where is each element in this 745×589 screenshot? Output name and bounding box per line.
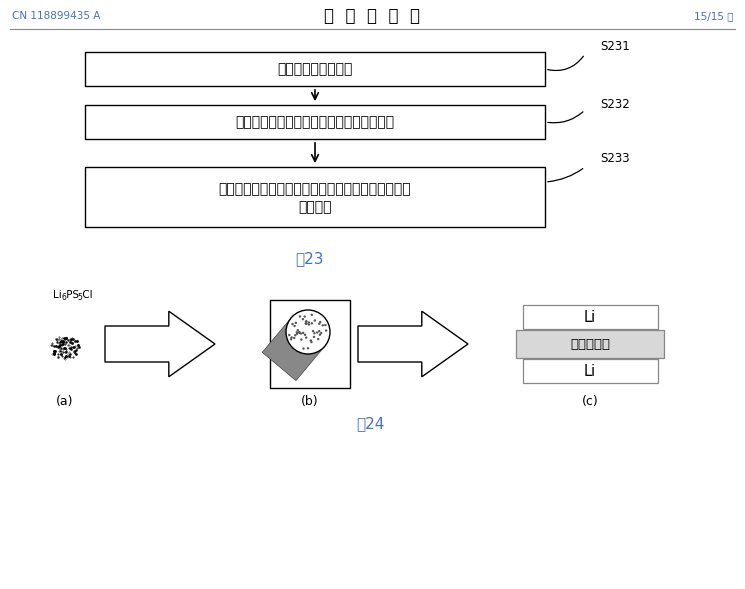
Bar: [270, 300, 350, 388]
Text: PS: PS: [63, 290, 79, 300]
Circle shape: [291, 323, 294, 325]
Circle shape: [307, 347, 309, 349]
Circle shape: [311, 322, 313, 325]
Text: 固态电解质: 固态电解质: [570, 337, 610, 350]
Text: S231: S231: [600, 41, 630, 54]
Circle shape: [310, 339, 312, 342]
Circle shape: [319, 321, 321, 323]
Circle shape: [313, 332, 316, 335]
Bar: [522, 305, 658, 329]
Text: 形成掺杂硫化物材料: 形成掺杂硫化物材料: [277, 62, 352, 76]
Text: 5: 5: [77, 293, 82, 302]
Circle shape: [314, 319, 316, 322]
Circle shape: [298, 331, 300, 333]
Circle shape: [305, 322, 307, 325]
Circle shape: [290, 338, 292, 340]
Text: Li: Li: [584, 363, 596, 379]
Text: S233: S233: [600, 153, 630, 166]
Circle shape: [288, 334, 291, 336]
Text: (c): (c): [582, 395, 598, 408]
Circle shape: [295, 322, 297, 324]
Circle shape: [325, 329, 327, 332]
Text: CN 118899435 A: CN 118899435 A: [12, 11, 101, 21]
Circle shape: [294, 325, 296, 327]
Circle shape: [317, 338, 320, 340]
Text: (a): (a): [57, 395, 74, 408]
Circle shape: [303, 315, 306, 317]
Text: 图24: 图24: [356, 416, 384, 432]
Circle shape: [316, 332, 318, 334]
Polygon shape: [105, 311, 215, 377]
Circle shape: [304, 333, 306, 336]
Circle shape: [296, 333, 298, 335]
Circle shape: [302, 332, 305, 334]
Circle shape: [302, 348, 305, 350]
Circle shape: [320, 332, 323, 334]
Text: Li: Li: [584, 309, 596, 325]
Bar: [516, 330, 664, 358]
Circle shape: [313, 336, 315, 338]
Text: 离子电池: 离子电池: [298, 200, 332, 214]
Circle shape: [299, 332, 302, 335]
Circle shape: [305, 336, 308, 339]
Circle shape: [308, 321, 310, 324]
Circle shape: [286, 310, 330, 354]
Circle shape: [305, 322, 308, 325]
Circle shape: [296, 331, 298, 333]
Text: (b): (b): [301, 395, 319, 408]
Circle shape: [318, 330, 320, 332]
Bar: [85, 52, 545, 86]
Circle shape: [300, 339, 302, 341]
Circle shape: [312, 330, 314, 332]
Circle shape: [319, 333, 321, 336]
Circle shape: [297, 329, 299, 332]
Text: 利用掺杂硫化物材料形成硫化物固态电解质: 利用掺杂硫化物材料形成硫化物固态电解质: [235, 115, 395, 129]
Circle shape: [298, 332, 301, 334]
Bar: [85, 105, 545, 139]
Text: 说  明  书  附  图: 说 明 书 附 图: [324, 7, 420, 25]
Circle shape: [324, 324, 326, 326]
Text: Li: Li: [53, 290, 62, 300]
Circle shape: [293, 337, 296, 339]
Text: 6: 6: [61, 293, 66, 302]
Circle shape: [308, 323, 310, 326]
Circle shape: [294, 334, 297, 336]
Polygon shape: [358, 311, 468, 377]
Circle shape: [318, 323, 320, 325]
Text: 组装金属锂负极、硫化物固态电解质和正极，得到锂: 组装金属锂负极、硫化物固态电解质和正极，得到锂: [219, 182, 411, 196]
Circle shape: [291, 336, 293, 339]
Circle shape: [305, 320, 307, 323]
Text: Cl: Cl: [79, 290, 92, 300]
Text: 图23: 图23: [296, 252, 324, 266]
Circle shape: [302, 318, 304, 320]
Bar: [522, 359, 658, 383]
Circle shape: [299, 315, 301, 317]
Circle shape: [311, 341, 313, 343]
Polygon shape: [262, 318, 325, 380]
Circle shape: [311, 314, 313, 316]
Bar: [85, 167, 545, 227]
Circle shape: [305, 320, 308, 323]
Circle shape: [322, 324, 324, 326]
Text: 15/15 页: 15/15 页: [694, 11, 733, 21]
Text: S232: S232: [600, 98, 630, 111]
